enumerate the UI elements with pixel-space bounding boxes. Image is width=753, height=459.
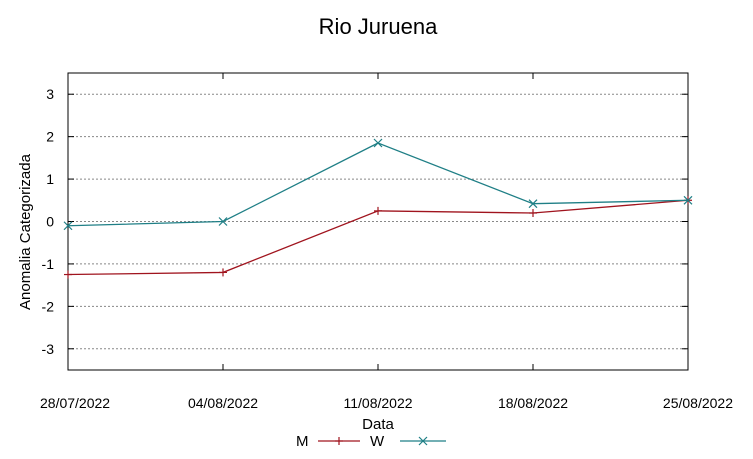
x-axis: 28/07/2022 04/08/2022 11/08/2022 18/08/2022… <box>40 73 733 411</box>
x-tick-label: 11/08/2022 <box>343 395 412 411</box>
data-point <box>683 195 693 205</box>
data-point <box>528 199 538 209</box>
legend-item-W: W <box>370 433 446 450</box>
marker-cross-b <box>63 221 73 231</box>
data-point <box>218 217 228 226</box>
legend-label: W <box>370 433 385 450</box>
series-group <box>63 138 693 279</box>
y-axis-label: Anomalia Categorizada <box>17 153 34 310</box>
y-tick-label: 0 <box>46 214 54 230</box>
x-tick-label: 18/08/2022 <box>498 395 568 411</box>
legend-label: M <box>296 433 309 450</box>
y-axis: 3 2 1 0 -1 -2 -3 <box>42 86 688 357</box>
marker-cross-b <box>218 217 228 226</box>
x-tick-label: 25/08/2022 <box>663 395 733 411</box>
data-point <box>373 138 383 148</box>
x-tick-label: 28/07/2022 <box>40 395 110 411</box>
series-M <box>64 196 692 279</box>
chart-title: Rio Juruena <box>319 14 438 39</box>
marker-cross-b <box>373 138 383 148</box>
y-tick-label: -3 <box>42 341 55 357</box>
y-tick-label: -1 <box>42 256 55 272</box>
data-point <box>63 221 73 231</box>
y-tick-label: -2 <box>42 298 55 314</box>
legend-item-M: M <box>296 433 360 450</box>
series-W <box>63 138 693 231</box>
marker-cross-b <box>418 436 428 446</box>
data-point <box>219 268 227 277</box>
y-tick-label: 3 <box>46 86 54 102</box>
marker-cross-b <box>528 199 538 209</box>
marker-cross-b <box>683 195 693 205</box>
data-point <box>529 209 537 218</box>
data-point <box>374 206 382 215</box>
data-point <box>64 270 72 279</box>
y-tick-label: 1 <box>46 171 54 187</box>
x-axis-label: Data <box>362 416 394 433</box>
y-tick-label: 2 <box>46 129 54 145</box>
x-tick-label: 04/08/2022 <box>188 395 258 411</box>
grid-lines <box>68 93 688 350</box>
